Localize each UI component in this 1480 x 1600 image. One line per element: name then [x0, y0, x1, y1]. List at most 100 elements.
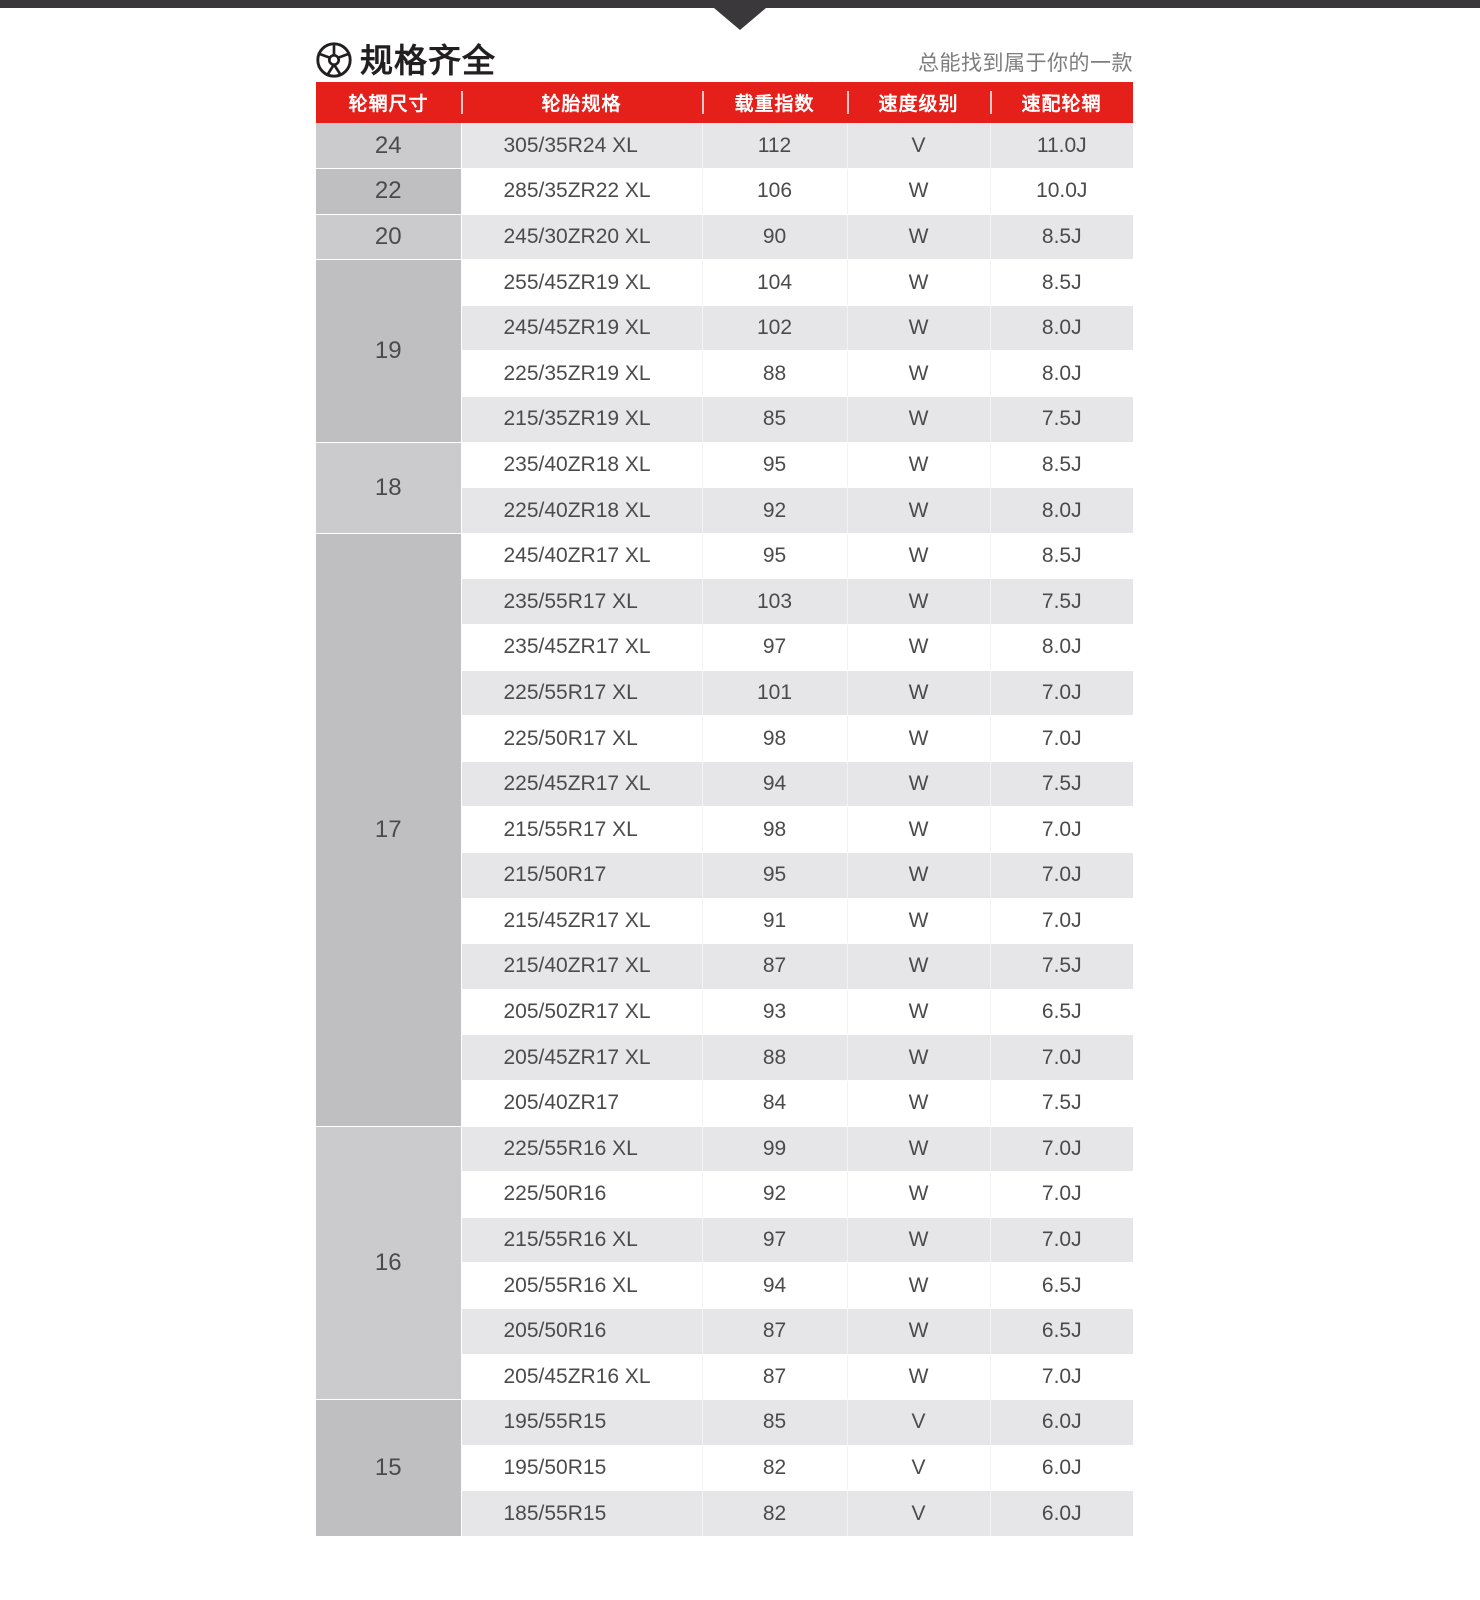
- cell-speed-rating: W: [847, 305, 991, 352]
- tire-spec-table: 轮辋尺寸 轮胎规格 载重指数 速度级别 速配轮辋 24 305/35R24 XL 1…: [316, 82, 1133, 1537]
- cell-matched-rim: 7.0J: [990, 1217, 1133, 1264]
- cell-load-index: 97: [702, 624, 848, 671]
- cell-matched-rim: 8.0J: [990, 305, 1133, 352]
- cell-load-index: 94: [702, 761, 848, 808]
- cell-tire-spec: 215/50R17: [461, 852, 703, 899]
- cell-load-index: 98: [702, 806, 848, 853]
- column-header-matched-rim: 速配轮辋: [990, 82, 1133, 123]
- cell-load-index: 95: [702, 852, 848, 899]
- cell-load-index: 97: [702, 1217, 848, 1264]
- cell-matched-rim: 7.0J: [990, 852, 1133, 899]
- cell-tire-spec: 305/35R24 XL: [461, 123, 703, 170]
- table-row: 215/45ZR17 XL 91 W 7.0J: [316, 898, 1133, 945]
- cell-tire-spec: 225/50R16: [461, 1171, 703, 1218]
- cell-tire-spec: 245/40ZR17 XL: [461, 533, 703, 580]
- cell-load-index: 103: [702, 578, 848, 626]
- cell-matched-rim: 8.5J: [990, 214, 1133, 261]
- cell-load-index: 88: [702, 1034, 848, 1081]
- cell-load-index: 93: [702, 989, 848, 1036]
- cell-load-index: 88: [702, 350, 848, 398]
- cell-matched-rim: 8.5J: [990, 259, 1133, 306]
- cell-speed-rating: W: [847, 989, 991, 1036]
- column-header-speed-rating: 速度级别: [847, 82, 990, 123]
- cell-speed-rating: V: [847, 1399, 991, 1446]
- column-header-tire-spec: 轮胎规格: [461, 82, 702, 123]
- cell-matched-rim: 7.5J: [990, 578, 1133, 626]
- table-row: 225/50R16 92 W 7.0J: [316, 1171, 1133, 1218]
- cell-speed-rating: V: [847, 1490, 991, 1537]
- cell-matched-rim: 11.0J: [990, 123, 1133, 170]
- down-arrow-icon: [714, 8, 766, 30]
- cell-matched-rim: 7.5J: [990, 761, 1133, 808]
- cell-load-index: 87: [702, 943, 848, 990]
- cell-speed-rating: W: [847, 487, 991, 534]
- cell-matched-rim: 7.0J: [990, 806, 1133, 853]
- cell-matched-rim: 7.0J: [990, 1034, 1133, 1081]
- cell-load-index: 90: [702, 214, 848, 261]
- cell-rim-size: 16: [316, 1126, 462, 1401]
- cell-matched-rim: 7.5J: [990, 1080, 1133, 1127]
- table-row: 22 285/35ZR22 XL 106 W 10.0J: [316, 168, 1133, 215]
- cell-tire-spec: 235/45ZR17 XL: [461, 624, 703, 671]
- cell-matched-rim: 7.0J: [990, 670, 1133, 717]
- cell-speed-rating: W: [847, 168, 991, 215]
- cell-matched-rim: 6.5J: [990, 1308, 1133, 1355]
- cell-matched-rim: 8.0J: [990, 350, 1133, 398]
- cell-tire-spec: 235/40ZR18 XL: [461, 442, 703, 489]
- cell-load-index: 85: [702, 396, 848, 443]
- cell-speed-rating: W: [847, 578, 991, 626]
- cell-matched-rim: 7.0J: [990, 1171, 1133, 1218]
- table-row: 215/55R16 XL 97 W 7.0J: [316, 1217, 1133, 1264]
- table-row: 15 195/55R15 85 V 6.0J: [316, 1399, 1133, 1537]
- cell-load-index: 102: [702, 305, 848, 352]
- table-row: 17 245/40ZR17 XL 95 W 8.5J: [316, 533, 1133, 1127]
- cell-load-index: 87: [702, 1354, 848, 1401]
- cell-matched-rim: 6.0J: [990, 1399, 1133, 1446]
- table-row: 225/35ZR19 XL 88 W 8.0J: [316, 350, 1133, 398]
- cell-speed-rating: W: [847, 442, 991, 489]
- table-row: 225/45ZR17 XL 94 W 7.5J: [316, 761, 1133, 808]
- cell-tire-spec: 195/50R15: [461, 1445, 703, 1492]
- table-header-row: 轮辋尺寸 轮胎规格 载重指数 速度级别 速配轮辋: [316, 82, 1133, 123]
- table-row: 24 305/35R24 XL 112 V 11.0J: [316, 123, 1133, 170]
- table-row: 205/50R16 87 W 6.5J: [316, 1308, 1133, 1355]
- cell-tire-spec: 205/45ZR16 XL: [461, 1354, 703, 1401]
- cell-matched-rim: 8.0J: [990, 624, 1133, 671]
- cell-tire-spec: 195/55R15: [461, 1399, 703, 1446]
- table-row: 235/55R17 XL 103 W 7.5J: [316, 578, 1133, 626]
- cell-matched-rim: 6.5J: [990, 1262, 1133, 1309]
- cell-load-index: 112: [702, 123, 848, 170]
- table-body: 24 305/35R24 XL 112 V 11.0J 22 285/35ZR22 XL 10…: [316, 123, 1133, 1537]
- cell-tire-spec: 225/45ZR17 XL: [461, 761, 703, 808]
- cell-load-index: 94: [702, 1262, 848, 1309]
- table-row: 215/35ZR19 XL 85 W 7.5J: [316, 396, 1133, 443]
- cell-load-index: 82: [702, 1490, 848, 1537]
- cell-speed-rating: V: [847, 123, 991, 170]
- cell-matched-rim: 6.5J: [990, 989, 1133, 1036]
- cell-tire-spec: 205/50ZR17 XL: [461, 989, 703, 1036]
- table-row: 205/45ZR17 XL 88 W 7.0J: [316, 1034, 1133, 1081]
- cell-speed-rating: W: [847, 715, 991, 762]
- table-row: 215/40ZR17 XL 87 W 7.5J: [316, 943, 1133, 990]
- cell-matched-rim: 8.5J: [990, 533, 1133, 580]
- cell-matched-rim: 7.0J: [990, 1126, 1133, 1173]
- cell-rim-size: 17: [316, 533, 462, 1127]
- table-row: 16 225/55R16 XL 99 W 7.0J: [316, 1126, 1133, 1401]
- cell-load-index: 95: [702, 533, 848, 580]
- table-row: 245/45ZR19 XL 102 W 8.0J: [316, 305, 1133, 352]
- table-row: 19 255/45ZR19 XL 104 W 8.5J: [316, 259, 1133, 443]
- cell-speed-rating: W: [847, 214, 991, 261]
- cell-load-index: 82: [702, 1445, 848, 1492]
- table-row: 185/55R15 82 V 6.0J: [316, 1490, 1133, 1537]
- cell-rim-size: 24: [316, 123, 462, 170]
- section-header-left: 规格齐全: [316, 42, 496, 78]
- cell-tire-spec: 215/45ZR17 XL: [461, 898, 703, 945]
- cell-speed-rating: W: [847, 1171, 991, 1218]
- table-row: 205/50ZR17 XL 93 W 6.5J: [316, 989, 1133, 1036]
- cell-load-index: 106: [702, 168, 848, 215]
- cell-matched-rim: 6.0J: [990, 1490, 1133, 1537]
- cell-speed-rating: W: [847, 898, 991, 945]
- cell-tire-spec: 225/55R17 XL: [461, 670, 703, 717]
- wheel-icon: [316, 42, 352, 78]
